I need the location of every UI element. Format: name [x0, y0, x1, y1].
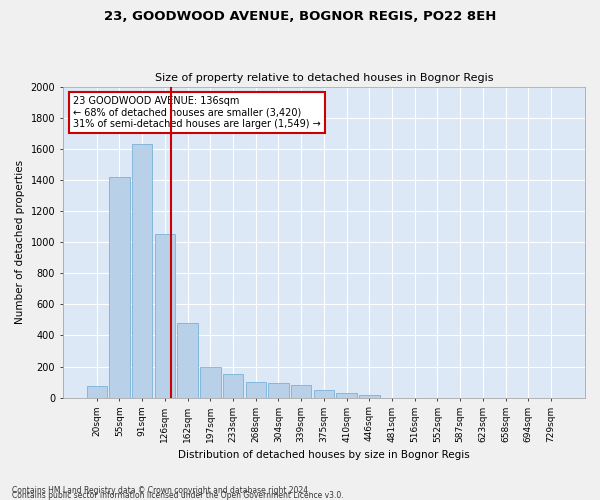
- Text: 23, GOODWOOD AVENUE, BOGNOR REGIS, PO22 8EH: 23, GOODWOOD AVENUE, BOGNOR REGIS, PO22 …: [104, 10, 496, 23]
- Text: Contains HM Land Registry data © Crown copyright and database right 2024.: Contains HM Land Registry data © Crown c…: [12, 486, 311, 495]
- Bar: [109, 177, 130, 398]
- Bar: [245, 382, 266, 398]
- Bar: [200, 368, 221, 398]
- Bar: [337, 393, 357, 398]
- Bar: [268, 383, 289, 398]
- Text: Contains public sector information licensed under the Open Government Licence v3: Contains public sector information licen…: [12, 491, 344, 500]
- Y-axis label: Number of detached properties: Number of detached properties: [15, 160, 25, 324]
- Bar: [223, 374, 243, 398]
- Bar: [178, 323, 198, 398]
- Text: 23 GOODWOOD AVENUE: 136sqm
← 68% of detached houses are smaller (3,420)
31% of s: 23 GOODWOOD AVENUE: 136sqm ← 68% of deta…: [73, 96, 321, 129]
- Bar: [359, 394, 380, 398]
- X-axis label: Distribution of detached houses by size in Bognor Regis: Distribution of detached houses by size …: [178, 450, 470, 460]
- Title: Size of property relative to detached houses in Bognor Regis: Size of property relative to detached ho…: [155, 73, 493, 83]
- Bar: [86, 386, 107, 398]
- Bar: [155, 234, 175, 398]
- Bar: [291, 385, 311, 398]
- Bar: [132, 144, 152, 398]
- Bar: [314, 390, 334, 398]
